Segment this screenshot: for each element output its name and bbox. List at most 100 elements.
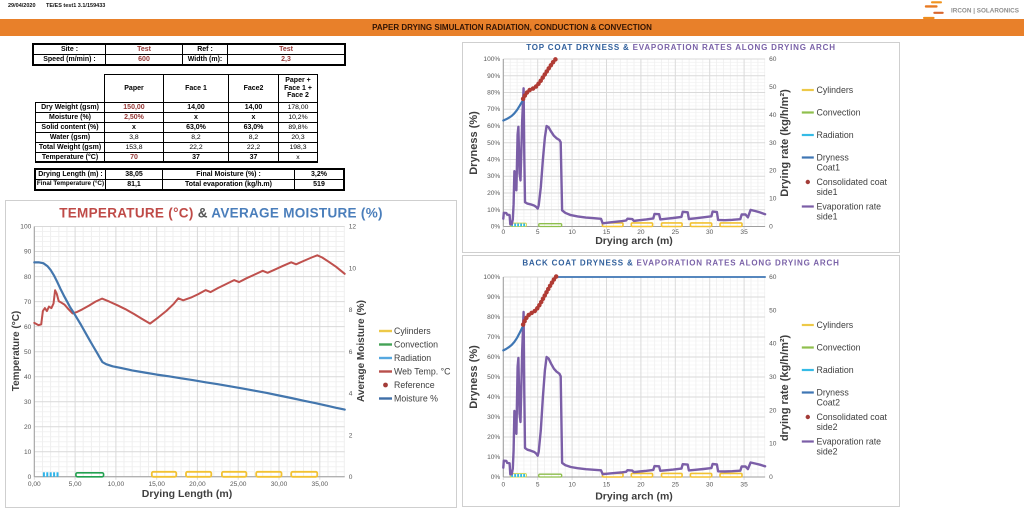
svg-text:10%: 10% (487, 207, 500, 214)
svg-text:20: 20 (24, 424, 32, 431)
svg-text:Moisture %: Moisture % (394, 394, 438, 404)
svg-text:Dryness: Dryness (817, 153, 850, 163)
svg-text:90%: 90% (487, 294, 500, 301)
svg-text:Radiation: Radiation (817, 130, 854, 140)
svg-text:BACK COAT DRYNESS & EVAPORATIO: BACK COAT DRYNESS & EVAPORATION RATES AL… (522, 259, 839, 268)
svg-text:20%: 20% (487, 434, 500, 441)
svg-text:8: 8 (349, 307, 353, 314)
svg-text:50%: 50% (487, 374, 500, 381)
svg-text:70%: 70% (487, 106, 500, 113)
svg-text:40: 40 (769, 112, 777, 119)
svg-text:35: 35 (740, 482, 748, 489)
svg-text:10: 10 (24, 449, 32, 456)
svg-text:40%: 40% (487, 394, 500, 401)
svg-text:10: 10 (769, 196, 777, 203)
svg-text:Convection: Convection (394, 340, 438, 350)
svg-text:TOP COAT DRYNESS & EVAPORATION: TOP COAT DRYNESS & EVAPORATION RATES ALO… (526, 43, 836, 52)
svg-text:60%: 60% (487, 123, 500, 130)
svg-text:Drying Length (m): Drying Length (m) (142, 488, 232, 500)
svg-text:80%: 80% (487, 90, 500, 97)
svg-text:Web Temp. °C: Web Temp. °C (394, 367, 451, 377)
svg-text:100%: 100% (483, 274, 500, 281)
svg-text:50%: 50% (487, 140, 500, 147)
svg-text:20%: 20% (487, 190, 500, 197)
svg-text:15: 15 (603, 482, 611, 489)
svg-text:30%: 30% (487, 414, 500, 421)
svg-text:30: 30 (706, 482, 714, 489)
svg-text:35: 35 (740, 229, 748, 236)
svg-text:Convection: Convection (817, 108, 861, 118)
svg-text:10%: 10% (487, 454, 500, 461)
svg-text:Average Moisture (%): Average Moisture (%) (356, 300, 367, 402)
svg-text:Radiation: Radiation (394, 353, 431, 363)
svg-text:Evaporation rate: Evaporation rate (817, 437, 882, 447)
svg-text:IRCON | SOLARONICS: IRCON | SOLARONICS (951, 8, 1019, 15)
svg-text:60: 60 (769, 56, 777, 63)
svg-text:60%: 60% (487, 354, 500, 361)
svg-text:30: 30 (24, 399, 32, 406)
svg-text:4: 4 (349, 391, 353, 398)
svg-text:90: 90 (24, 249, 32, 256)
svg-text:Convection: Convection (817, 343, 861, 353)
svg-text:50: 50 (769, 307, 777, 314)
svg-text:side2: side2 (817, 422, 838, 432)
svg-text:15: 15 (603, 229, 611, 236)
svg-text:50: 50 (769, 84, 777, 91)
svg-text:0: 0 (769, 224, 773, 231)
svg-text:12: 12 (349, 224, 357, 231)
svg-text:Coat2: Coat2 (817, 398, 841, 408)
svg-text:5: 5 (536, 482, 540, 489)
svg-text:40: 40 (769, 341, 777, 348)
svg-text:Drying arch (m): Drying arch (m) (595, 235, 673, 247)
svg-text:0: 0 (501, 482, 505, 489)
svg-text:80: 80 (24, 274, 32, 281)
svg-text:30%: 30% (487, 173, 500, 180)
svg-text:20: 20 (637, 229, 645, 236)
svg-text:Evaporation rate: Evaporation rate (817, 202, 882, 212)
svg-text:25,00: 25,00 (230, 481, 247, 488)
svg-text:Dryness (%): Dryness (%) (468, 345, 480, 409)
svg-text:40: 40 (24, 374, 32, 381)
svg-text:10: 10 (568, 229, 576, 236)
svg-text:Cylinders: Cylinders (817, 320, 854, 330)
svg-text:70: 70 (24, 299, 32, 306)
svg-text:0: 0 (28, 474, 32, 481)
svg-text:Cylinders: Cylinders (394, 326, 431, 336)
svg-text:side2: side2 (817, 447, 838, 457)
svg-text:15,00: 15,00 (148, 481, 165, 488)
svg-text:5,00: 5,00 (69, 481, 82, 488)
svg-text:side1: side1 (817, 212, 838, 222)
svg-text:20: 20 (769, 407, 777, 414)
svg-text:90%: 90% (487, 73, 500, 80)
svg-text:20,00: 20,00 (189, 481, 206, 488)
svg-text:0%: 0% (491, 224, 501, 231)
svg-text:0: 0 (349, 474, 353, 481)
svg-text:Reference: Reference (394, 380, 435, 390)
svg-text:25: 25 (672, 229, 680, 236)
svg-text:10: 10 (568, 482, 576, 489)
svg-text:5: 5 (536, 229, 540, 236)
svg-text:0: 0 (501, 229, 505, 236)
svg-text:Consolidated coat: Consolidated coat (817, 412, 888, 422)
svg-text:70%: 70% (487, 334, 500, 341)
svg-text:0: 0 (769, 474, 773, 481)
svg-text:Temperature (°C): Temperature (°C) (11, 311, 22, 392)
svg-text:100%: 100% (483, 56, 500, 63)
svg-text:30: 30 (706, 229, 714, 236)
svg-text:30: 30 (769, 140, 777, 147)
svg-text:Coat1: Coat1 (817, 163, 841, 173)
svg-text:35,00: 35,00 (312, 481, 329, 488)
svg-text:30: 30 (769, 374, 777, 381)
svg-text:50: 50 (24, 349, 32, 356)
svg-text:25: 25 (672, 482, 680, 489)
svg-text:drying rate (kg/h/m²): drying rate (kg/h/m²) (779, 334, 791, 441)
svg-text:2: 2 (349, 432, 353, 439)
svg-text:6: 6 (349, 349, 353, 356)
svg-text:60: 60 (769, 274, 777, 281)
svg-text:10,00: 10,00 (108, 481, 125, 488)
svg-text:10: 10 (349, 265, 357, 272)
svg-text:side1: side1 (817, 187, 838, 197)
svg-text:Radiation: Radiation (817, 365, 854, 375)
svg-text:Dryness: Dryness (817, 388, 850, 398)
svg-text:0%: 0% (491, 474, 501, 481)
